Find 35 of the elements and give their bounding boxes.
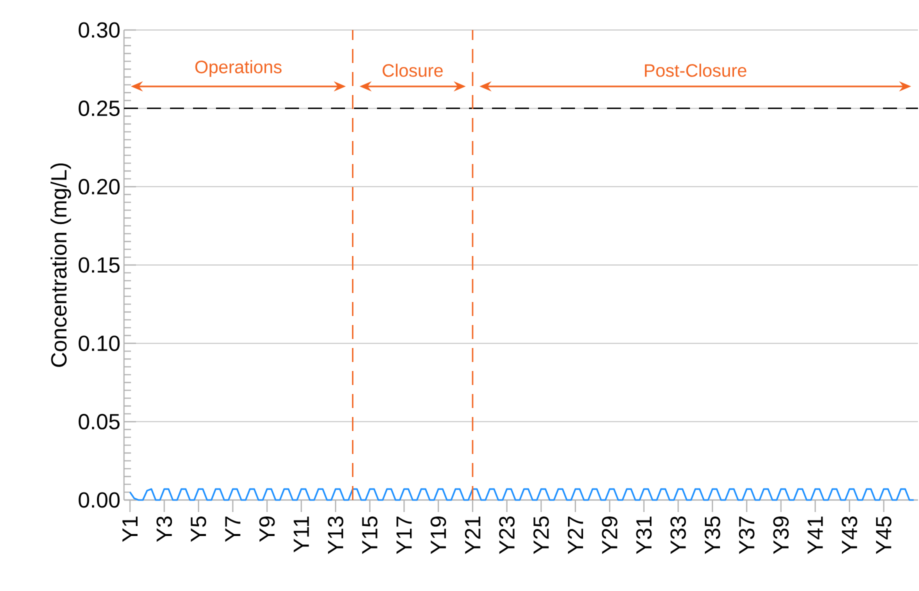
y-tick-label: 0.05 xyxy=(78,414,120,430)
annotation: Post-Closure xyxy=(644,64,746,77)
y-axis-title: Concentration (mg/L) xyxy=(50,163,71,367)
x-tick-label: Y41 xyxy=(808,516,823,554)
x-tick-label: Y15 xyxy=(362,516,378,554)
x-tick-label: Y21 xyxy=(464,516,480,554)
x-tick-label: Y23 xyxy=(499,516,515,554)
y-tick-label: 0.30 xyxy=(78,22,120,38)
x-tick-label: Y3 xyxy=(156,516,172,542)
annotation: Closure xyxy=(382,64,443,77)
x-tick-label: Y39 xyxy=(773,516,789,554)
x-tick-label: Y9 xyxy=(259,516,275,542)
x-tick-label: Y27 xyxy=(568,516,584,554)
y-tick-label: 0.00 xyxy=(78,492,120,508)
x-tick-label: Y5 xyxy=(190,516,206,542)
x-tick-label: Y29 xyxy=(602,516,618,554)
x-tick-label: Y31 xyxy=(636,516,652,554)
x-tick-label: Y37 xyxy=(738,516,754,554)
x-tick-label: Y35 xyxy=(704,516,720,554)
x-tick-label: Y1 xyxy=(122,516,138,542)
y-tick-label: 0.20 xyxy=(78,178,120,194)
x-tick-label: Y7 xyxy=(225,516,240,542)
x-tick-label: Y33 xyxy=(670,516,686,554)
x-tick-label: Y19 xyxy=(430,516,446,554)
x-tick-label: Y11 xyxy=(294,516,309,552)
x-tick-label: Y13 xyxy=(328,516,344,554)
x-tick-label: Y45 xyxy=(876,516,892,554)
y-tick-label: 0.10 xyxy=(78,336,120,352)
x-tick-label: Y17 xyxy=(396,516,412,554)
x-tick-label: Y25 xyxy=(533,516,549,554)
annotation: Operations xyxy=(195,60,282,77)
line-series xyxy=(129,488,915,501)
y-tick-label: 0.25 xyxy=(78,100,120,116)
x-tick-label: Y43 xyxy=(842,516,858,554)
y-tick-label: 0.15 xyxy=(78,257,120,273)
